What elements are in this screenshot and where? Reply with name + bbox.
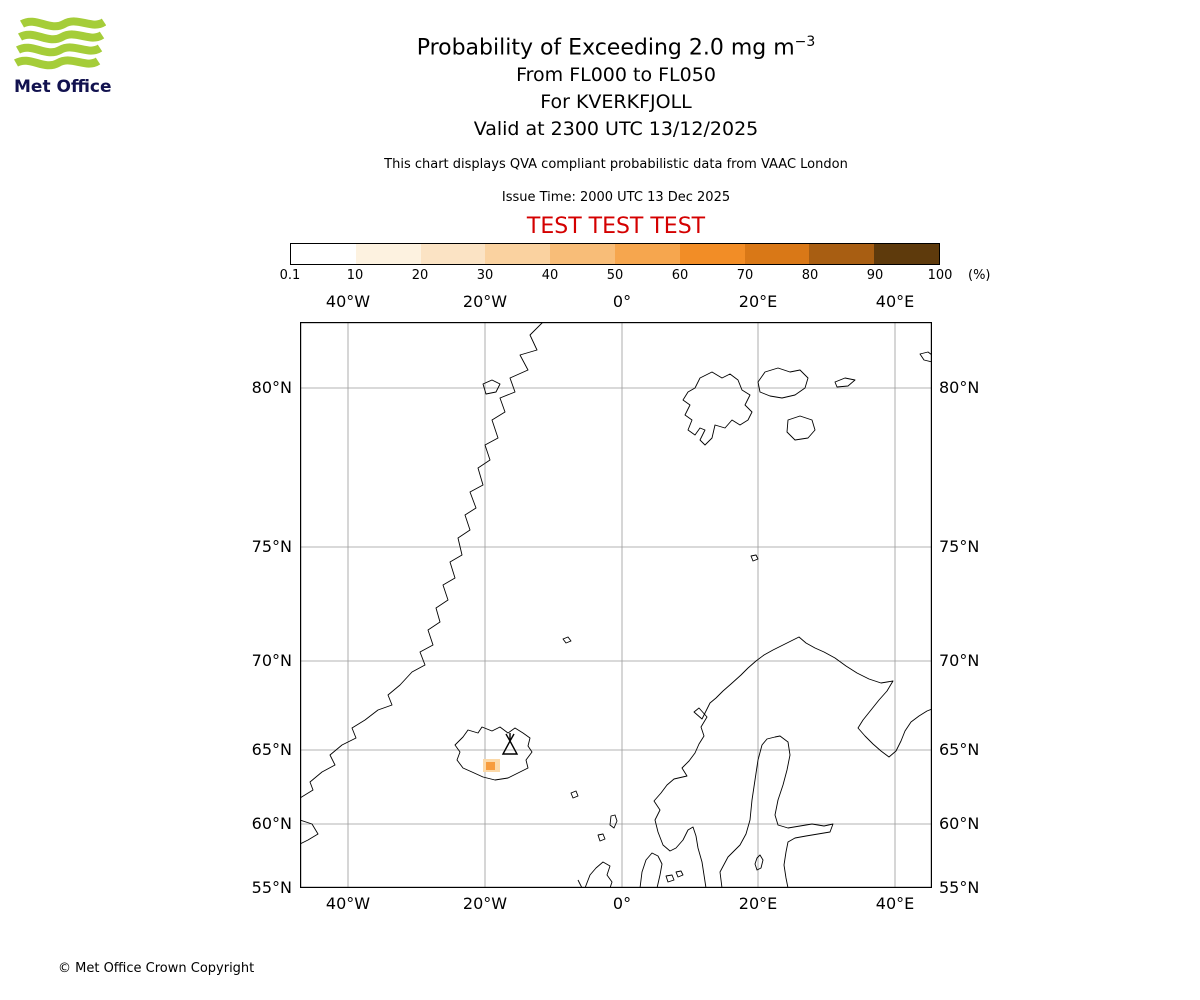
graticule-grid <box>300 322 932 888</box>
map-area <box>300 322 932 888</box>
island <box>482 379 501 395</box>
subtitle-volcano-name: For KVERKFJOLL <box>540 91 692 114</box>
lat-label: 60°N <box>939 814 980 833</box>
colorbar-segment <box>744 244 810 264</box>
qva-note: This chart displays QVA compliant probab… <box>384 157 848 172</box>
colorbar-segment <box>420 244 486 264</box>
island <box>834 377 856 388</box>
colorbar-tick-label: 0.1 <box>279 268 301 283</box>
svalbard-coastline <box>757 367 809 399</box>
lon-label: 40°W <box>325 894 371 913</box>
chart-titles: Probability of Exceeding 2.0 mg m−3 From… <box>32 28 1200 143</box>
colorbar-segment <box>614 244 680 264</box>
colorbar-segment <box>485 244 551 264</box>
island <box>562 636 572 644</box>
volcano-icon <box>501 733 519 755</box>
colorbar-segment <box>550 244 615 264</box>
colorbar <box>290 243 940 265</box>
colorbar-tick-label: 90 <box>866 268 884 283</box>
lon-label: 40°E <box>875 292 915 311</box>
coastlines <box>300 322 932 888</box>
page-title: Probability of Exceeding 2.0 mg m−3 <box>32 28 1200 62</box>
subtitle-valid-time: Valid at 2300 UTC 13/12/2025 <box>473 118 759 141</box>
scotland-coastline <box>584 861 613 888</box>
iceland-coastline <box>454 726 533 781</box>
colorbar-unit-label: (%) <box>968 268 991 283</box>
lat-label: 65°N <box>939 740 980 759</box>
island <box>665 874 675 883</box>
colorbar-segment <box>291 244 356 264</box>
island <box>675 870 684 878</box>
island <box>919 351 932 363</box>
colorbar-tick-label: 40 <box>541 268 559 283</box>
baltic-coastline <box>719 735 834 888</box>
lon-label: 40°W <box>325 292 371 311</box>
greenland-coastline <box>300 819 319 845</box>
lat-label: 70°N <box>251 651 292 670</box>
colorbar-segment <box>679 244 745 264</box>
lon-label: 40°E <box>875 894 915 913</box>
lat-label: 65°N <box>251 740 292 759</box>
colorbar-tick-label: 30 <box>476 268 494 283</box>
lat-label: 60°N <box>251 814 292 833</box>
lat-label: 55°N <box>251 878 292 897</box>
lon-label: 0° <box>612 894 632 913</box>
met-office-logo: Met Office <box>14 16 124 97</box>
met-office-waves-icon <box>14 17 107 70</box>
map-border <box>300 322 932 888</box>
lon-label: 0° <box>612 292 632 311</box>
colorbar-tick-label: 70 <box>736 268 754 283</box>
colorbar-tick-label: 10 <box>346 268 364 283</box>
lon-label: 20°W <box>462 292 508 311</box>
lon-label: 20°E <box>738 292 778 311</box>
lat-label: 80°N <box>251 378 292 397</box>
copyright-notice: © Met Office Crown Copyright <box>58 961 255 976</box>
lat-label: 75°N <box>939 537 980 556</box>
island <box>597 833 606 842</box>
met-office-logo-text: Met Office <box>14 77 112 97</box>
scotland-coastline <box>577 879 583 888</box>
page-title-superscript: −3 <box>794 34 816 50</box>
ash-patch-inner <box>486 762 495 770</box>
colorbar-tick-label: 50 <box>606 268 624 283</box>
lat-label: 70°N <box>939 651 980 670</box>
lat-label: 75°N <box>251 537 292 556</box>
island <box>754 854 764 871</box>
island <box>750 554 759 562</box>
colorbar-tick-label: 100 <box>927 268 953 283</box>
island <box>609 814 618 829</box>
colorbar-segment <box>355 244 421 264</box>
colorbar-tick-label: 20 <box>411 268 429 283</box>
test-banner: TEST TEST TEST <box>526 214 706 239</box>
map-svg <box>300 322 932 888</box>
issue-time: Issue Time: 2000 UTC 13 Dec 2025 <box>501 190 731 205</box>
lat-label: 55°N <box>939 878 980 897</box>
denmark-coastline <box>639 852 663 888</box>
colorbar-tick-label: 60 <box>671 268 689 283</box>
lon-label: 20°W <box>462 894 508 913</box>
page-title-text: Probability of Exceeding 2.0 mg m <box>416 35 795 61</box>
island <box>570 790 579 799</box>
scandinavia-coastline <box>653 636 932 888</box>
subtitle-flight-levels: From FL000 to FL050 <box>516 64 716 87</box>
svalbard-coastline <box>682 371 753 446</box>
svalbard-coastline <box>786 415 816 441</box>
lat-label: 80°N <box>939 378 980 397</box>
lon-label: 20°E <box>738 894 778 913</box>
colorbar-segment <box>874 244 939 264</box>
colorbar-segment <box>809 244 875 264</box>
greenland-coastline <box>300 322 544 799</box>
colorbar-tick-label: 80 <box>801 268 819 283</box>
ash-probability-patch <box>483 759 500 772</box>
